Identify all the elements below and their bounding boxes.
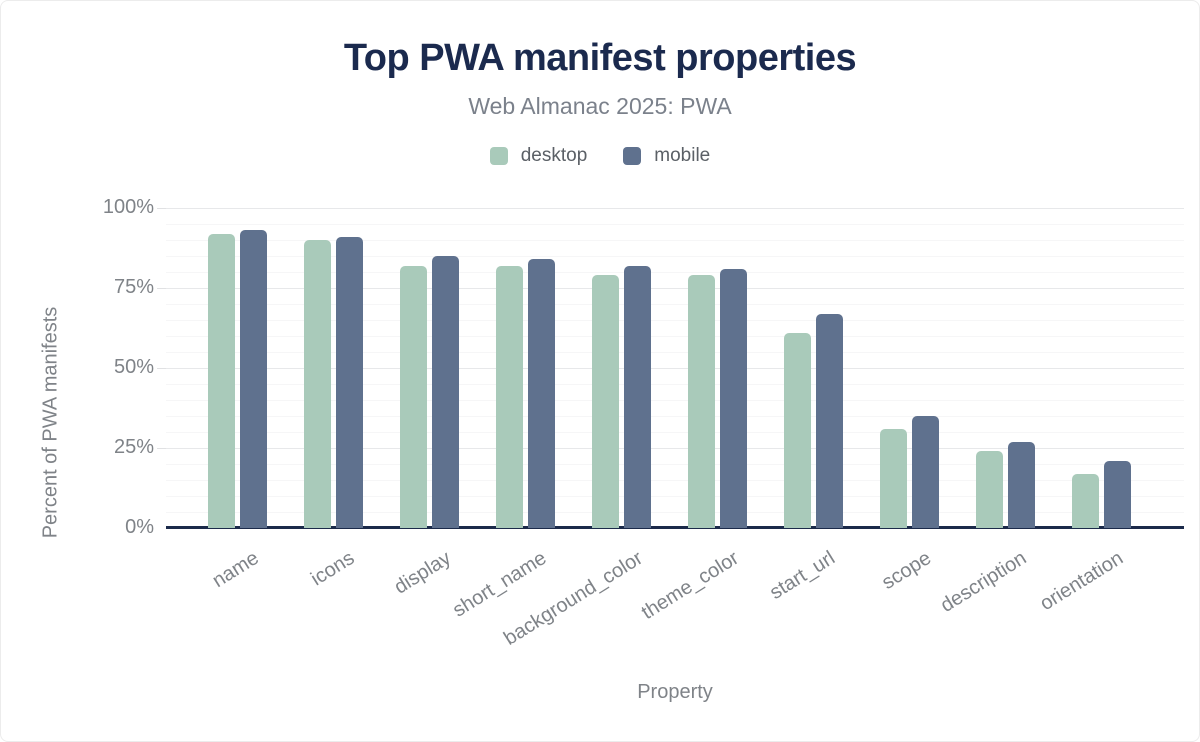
legend-item-desktop[interactable]: desktop: [489, 145, 588, 167]
gridline-minor-5: [166, 511, 1184, 513]
x-axis-line: [166, 526, 1184, 529]
gridline-minor-30: [166, 431, 1184, 433]
x-axis-title: Property: [637, 681, 713, 703]
y-tick-label-0%: 0%: [125, 516, 154, 538]
plot-area: [166, 207, 1184, 528]
y-tick-label-25%: 25%: [113, 436, 154, 458]
y-tick-label-100%: 100%: [102, 196, 154, 218]
bar-desktop-display: [399, 265, 427, 528]
gridline-minor-80: [166, 271, 1184, 273]
bar-mobile-orientation: [1103, 460, 1131, 528]
x-tick-label-theme_color: theme_color: [637, 547, 743, 624]
gridline-minor-65: [166, 319, 1184, 321]
y-tick-label-75%: 75%: [113, 276, 154, 298]
gridline-minor-20: [166, 463, 1184, 465]
gridline-major-25: [166, 447, 1184, 449]
gridline-minor-95: [166, 223, 1184, 225]
x-tick-label-name: name: [208, 547, 263, 593]
mobile-series-swatch: [623, 147, 642, 165]
y-axis-tick: [157, 447, 166, 449]
bar-mobile-background_color: [623, 265, 651, 528]
y-axis-title: Percent of PWA manifests: [39, 306, 62, 539]
gridline-major-100: [166, 207, 1184, 209]
bar-mobile-description: [1007, 441, 1035, 528]
x-tick-label-start_url: start_url: [765, 547, 839, 604]
legend-label-mobile: mobile: [654, 145, 711, 166]
chart-title: Top PWA manifest properties: [343, 37, 857, 79]
y-tick-label-50%: 50%: [113, 356, 154, 378]
bar-desktop-background_color: [591, 275, 619, 528]
bar-mobile-display: [431, 256, 459, 528]
bar-mobile-icons: [335, 236, 363, 528]
legend-item-mobile[interactable]: mobile: [623, 145, 710, 167]
bar-desktop-scope: [879, 428, 907, 528]
chart-subtitle: Web Almanac 2025: PWA: [468, 93, 732, 119]
gridline-major-50: [166, 367, 1184, 369]
gridline-minor-45: [166, 383, 1184, 385]
bar-desktop-orientation: [1071, 473, 1099, 528]
gridline-minor-40: [166, 399, 1184, 401]
bar-desktop-short_name: [495, 265, 523, 528]
x-tick-label-scope: scope: [877, 547, 935, 594]
bar-desktop-icons: [303, 240, 331, 528]
gridline-minor-10: [166, 495, 1184, 497]
bar-mobile-theme_color: [719, 268, 747, 528]
legend: desktop mobile: [1, 145, 1199, 167]
bar-mobile-name: [239, 230, 267, 528]
y-axis-tick: [157, 207, 166, 209]
gridline-major-75: [166, 287, 1184, 289]
gridline-minor-70: [166, 303, 1184, 305]
y-axis-tick: [157, 287, 166, 289]
gridline-minor-90: [166, 239, 1184, 241]
gridline-minor-15: [166, 479, 1184, 481]
bar-desktop-name: [207, 233, 235, 528]
bar-desktop-description: [975, 451, 1003, 528]
desktop-series-swatch: [489, 147, 508, 165]
gridline-minor-55: [166, 351, 1184, 353]
gridline-minor-85: [166, 255, 1184, 257]
x-tick-label-icons: icons: [307, 547, 359, 591]
bar-desktop-theme_color: [687, 275, 715, 528]
x-tick-label-display: display: [390, 547, 455, 599]
x-tick-label-orientation: orientation: [1035, 547, 1127, 616]
legend-label-desktop: desktop: [520, 145, 588, 166]
bar-mobile-start_url: [815, 313, 843, 528]
gridline-minor-60: [166, 335, 1184, 337]
y-axis-tick: [157, 367, 166, 369]
bar-mobile-short_name: [527, 259, 555, 528]
x-tick-label-description: description: [936, 547, 1031, 617]
bar-desktop-start_url: [783, 332, 811, 528]
gridline-minor-35: [166, 415, 1184, 417]
bar-mobile-scope: [911, 416, 939, 528]
